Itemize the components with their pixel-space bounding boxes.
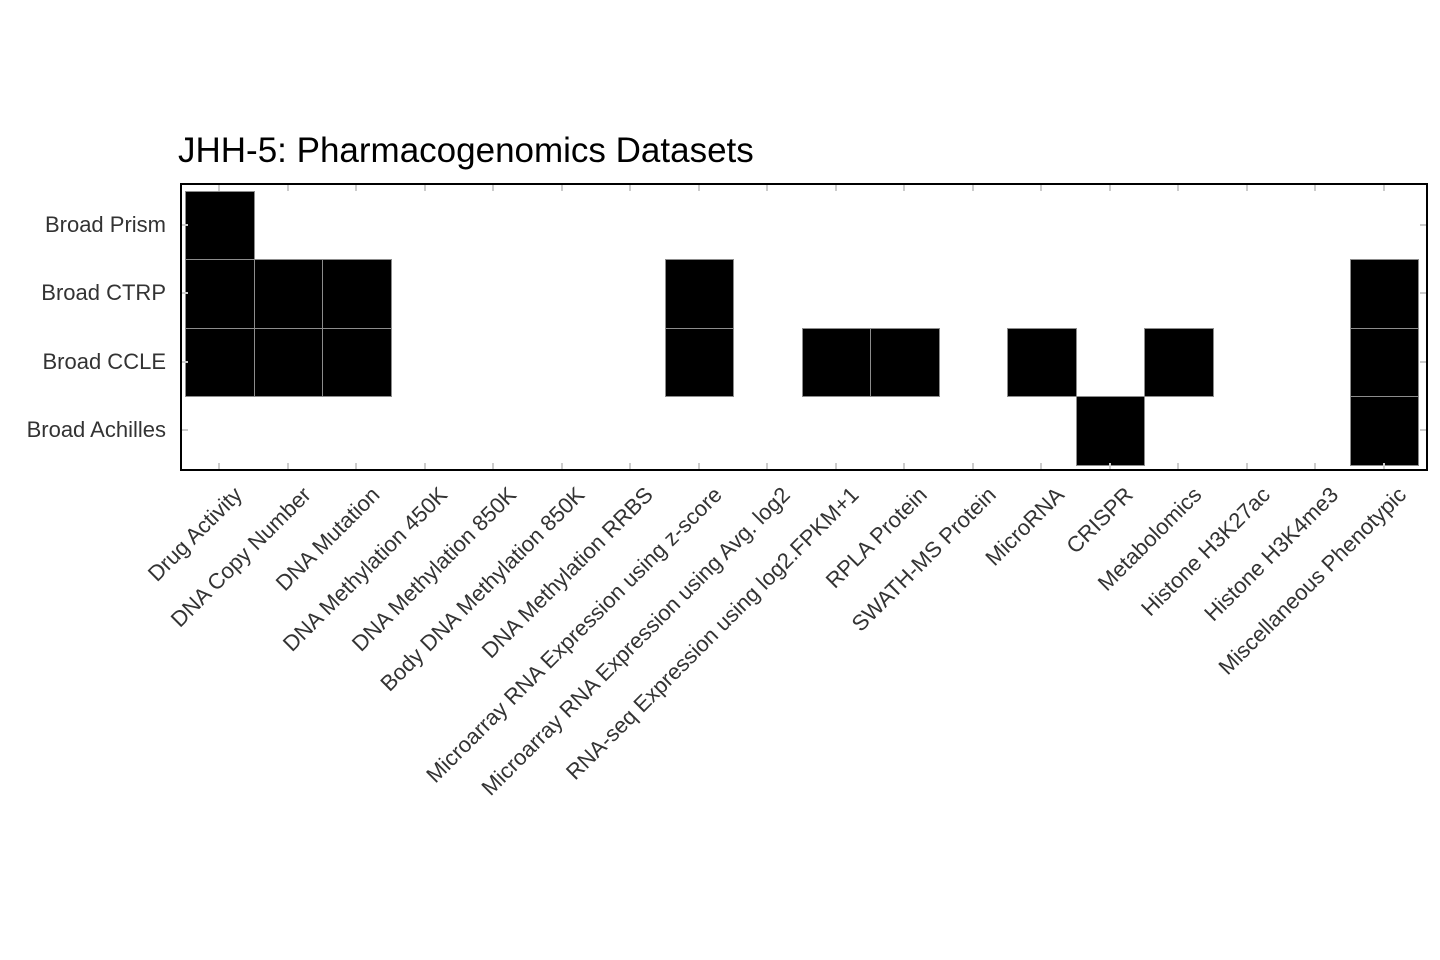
top-axis-tick: [1245, 185, 1248, 191]
bottom-axis-tick: [629, 463, 632, 469]
left-axis-tick: [182, 360, 188, 363]
top-axis-tick: [629, 185, 632, 191]
heatmap-cell: [253, 259, 323, 329]
heatmap-cell: [1349, 396, 1419, 466]
bottom-axis-tick: [1314, 463, 1317, 469]
heatmap-cell: [1349, 327, 1419, 397]
top-axis-tick: [971, 185, 974, 191]
bottom-axis-tick: [492, 463, 495, 469]
heatmap-cell: [253, 327, 323, 397]
plot-frame: [180, 183, 1428, 471]
top-axis-tick: [1108, 185, 1111, 191]
left-axis-tick: [182, 223, 188, 226]
top-axis-tick: [697, 185, 700, 191]
y-axis-label: Broad Achilles: [26, 417, 166, 443]
right-axis-tick: [1420, 223, 1426, 226]
bottom-axis-tick: [903, 463, 906, 469]
heatmap-cell: [185, 190, 255, 260]
heatmap-cell: [664, 259, 734, 329]
bottom-axis-tick: [1040, 463, 1043, 469]
top-axis-tick: [286, 185, 289, 191]
heatmap-cell: [1144, 327, 1214, 397]
bottom-axis-tick: [766, 463, 769, 469]
top-axis-tick: [766, 185, 769, 191]
bottom-axis-tick: [834, 463, 837, 469]
top-axis-tick: [1314, 185, 1317, 191]
top-axis-tick: [1177, 185, 1180, 191]
top-axis-tick: [423, 185, 426, 191]
top-axis-tick: [1040, 185, 1043, 191]
heatmap-cell: [1075, 396, 1145, 466]
bottom-axis-tick: [1245, 463, 1248, 469]
right-axis-tick: [1420, 429, 1426, 432]
right-axis-tick: [1420, 360, 1426, 363]
bottom-axis-tick: [971, 463, 974, 469]
bottom-axis-tick: [1382, 463, 1385, 469]
y-axis-label: Broad CCLE: [42, 348, 166, 374]
y-axis-label: Broad CTRP: [41, 280, 166, 306]
bottom-axis-tick: [697, 463, 700, 469]
chart-title: JHH-5: Pharmacogenomics Datasets: [178, 131, 754, 170]
left-axis-tick: [182, 292, 188, 295]
heatmap-cell: [870, 327, 940, 397]
heatmap-cell: [322, 259, 392, 329]
bottom-axis-tick: [423, 463, 426, 469]
heatmap-cell: [1007, 327, 1077, 397]
heatmap-cell: [1349, 259, 1419, 329]
top-axis-tick: [560, 185, 563, 191]
top-axis-tick: [903, 185, 906, 191]
heatmap-cell: [322, 327, 392, 397]
y-axis-label: Broad Prism: [44, 211, 166, 237]
bottom-axis-tick: [560, 463, 563, 469]
top-axis-tick: [834, 185, 837, 191]
heatmap-cell: [801, 327, 871, 397]
right-axis-tick: [1420, 292, 1426, 295]
bottom-axis-tick: [1108, 463, 1111, 469]
top-axis-tick: [492, 185, 495, 191]
bottom-axis-tick: [1177, 463, 1180, 469]
heatmap-cell: [664, 327, 734, 397]
top-axis-tick: [355, 185, 358, 191]
left-axis-tick: [182, 429, 188, 432]
top-axis-tick: [218, 185, 221, 191]
bottom-axis-tick: [286, 463, 289, 469]
top-axis-tick: [1382, 185, 1385, 191]
heatmap-cell: [185, 259, 255, 329]
bottom-axis-tick: [355, 463, 358, 469]
heatmap-cell: [185, 327, 255, 397]
bottom-axis-tick: [218, 463, 221, 469]
